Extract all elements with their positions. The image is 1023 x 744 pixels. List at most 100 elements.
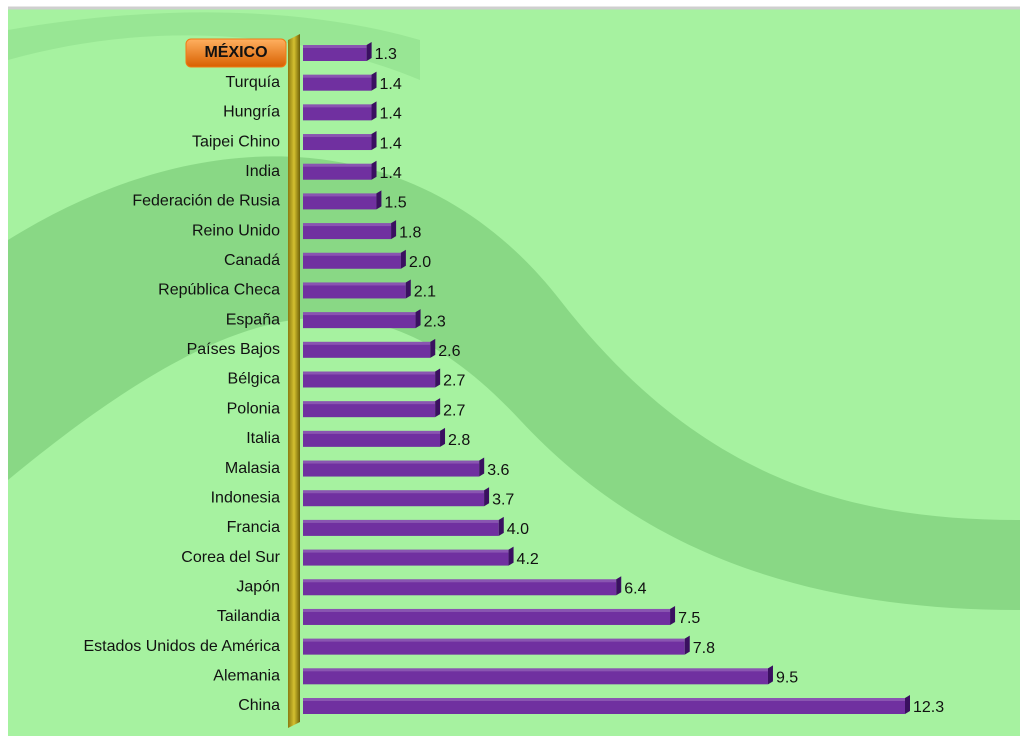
bar	[303, 668, 768, 685]
category-label: Alemania	[213, 668, 280, 685]
value-label: 2.7	[443, 373, 465, 390]
value-label: 7.8	[693, 640, 715, 657]
value-label: 2.8	[448, 432, 470, 449]
bar-top	[303, 74, 372, 78]
bar-cap	[479, 457, 485, 477]
category-label: Francia	[227, 519, 280, 536]
bar	[303, 579, 617, 596]
bar	[303, 638, 685, 655]
bar-cap	[767, 665, 773, 685]
bar	[303, 371, 436, 388]
bar-cap	[670, 605, 676, 625]
bar	[303, 282, 406, 299]
bar-top	[303, 638, 685, 642]
category-label: Malasia	[225, 460, 280, 477]
bar	[303, 460, 480, 477]
bar	[303, 490, 485, 507]
bar-cap	[498, 516, 504, 536]
highlight-box	[185, 38, 287, 68]
bar	[303, 134, 372, 151]
value-label: 2.6	[438, 343, 460, 360]
bar-top	[303, 698, 905, 701]
bar-top	[303, 193, 377, 197]
bar-cap	[435, 398, 441, 418]
bar-top	[303, 401, 436, 405]
swoosh	[8, 12, 420, 81]
bar	[303, 252, 401, 269]
category-label: Turquía	[225, 74, 280, 91]
bar-top	[303, 104, 372, 108]
bar-cap	[405, 279, 411, 299]
value-label: 1.4	[380, 135, 402, 152]
category-label: Canadá	[224, 252, 280, 269]
category-label: Países Bajos	[187, 341, 280, 358]
value-label: 4.0	[507, 521, 529, 538]
category-label: Federación de Rusia	[132, 193, 280, 210]
category-label: Corea del Sur	[181, 549, 280, 566]
bar	[303, 45, 367, 61]
category-label: India	[245, 163, 280, 180]
bar-top	[303, 45, 367, 48]
bar-top	[303, 460, 480, 464]
value-label: 4.2	[517, 551, 539, 568]
value-label: 2.0	[409, 254, 431, 271]
category-label: China	[238, 697, 280, 714]
bar	[303, 430, 441, 447]
bar-cap	[430, 338, 436, 358]
bar-top	[303, 430, 441, 434]
category-label: Tailandia	[217, 608, 280, 625]
bar	[303, 341, 431, 358]
bar-cap	[371, 101, 377, 121]
bar-cap	[415, 309, 421, 329]
bar-top	[303, 608, 671, 612]
value-label: 7.5	[678, 610, 700, 627]
bar-cap	[508, 546, 514, 566]
category-label: Japón	[236, 578, 280, 595]
category-label: España	[226, 311, 280, 328]
bar	[303, 698, 905, 714]
value-label: 3.7	[492, 491, 514, 508]
bar-top	[303, 371, 436, 375]
category-label: MÉXICO	[204, 42, 267, 61]
bar-cap	[484, 487, 490, 507]
value-label: 2.1	[414, 284, 436, 301]
bar-cap	[440, 427, 446, 447]
bar-top	[303, 282, 406, 286]
value-label: 1.4	[380, 165, 402, 182]
category-label: Hungría	[223, 104, 280, 121]
value-label: 2.7	[443, 402, 465, 419]
bar-cap	[684, 635, 690, 655]
bar-top	[303, 252, 401, 256]
value-label: 12.3	[913, 699, 944, 716]
bar	[303, 74, 372, 91]
category-label: Bélgica	[228, 371, 281, 388]
value-label: 1.4	[380, 106, 402, 123]
category-label: Indonesia	[211, 489, 280, 506]
category-label: Italia	[246, 430, 280, 447]
bar-top	[303, 490, 485, 494]
bar-top	[303, 163, 372, 167]
bar-cap	[366, 42, 372, 61]
bar	[303, 549, 509, 566]
bar-top	[303, 341, 431, 345]
value-label: 1.3	[375, 46, 397, 63]
value-label: 6.4	[624, 580, 646, 597]
bar	[303, 193, 377, 210]
bar-top	[303, 549, 509, 553]
axis-post	[288, 34, 300, 728]
category-label: Reino Unido	[192, 222, 280, 239]
bar-top	[303, 519, 499, 523]
swoosh	[8, 156, 1020, 611]
category-label: Taipei Chino	[192, 133, 280, 150]
bar-cap	[391, 220, 397, 240]
bar-top	[303, 312, 416, 316]
bar	[303, 401, 436, 418]
bar-cap	[616, 576, 622, 596]
bar-cap	[371, 160, 377, 180]
value-label: 1.8	[399, 224, 421, 241]
category-label: República Checa	[158, 282, 280, 299]
bar	[303, 104, 372, 121]
bar	[303, 223, 392, 240]
bar	[303, 163, 372, 180]
